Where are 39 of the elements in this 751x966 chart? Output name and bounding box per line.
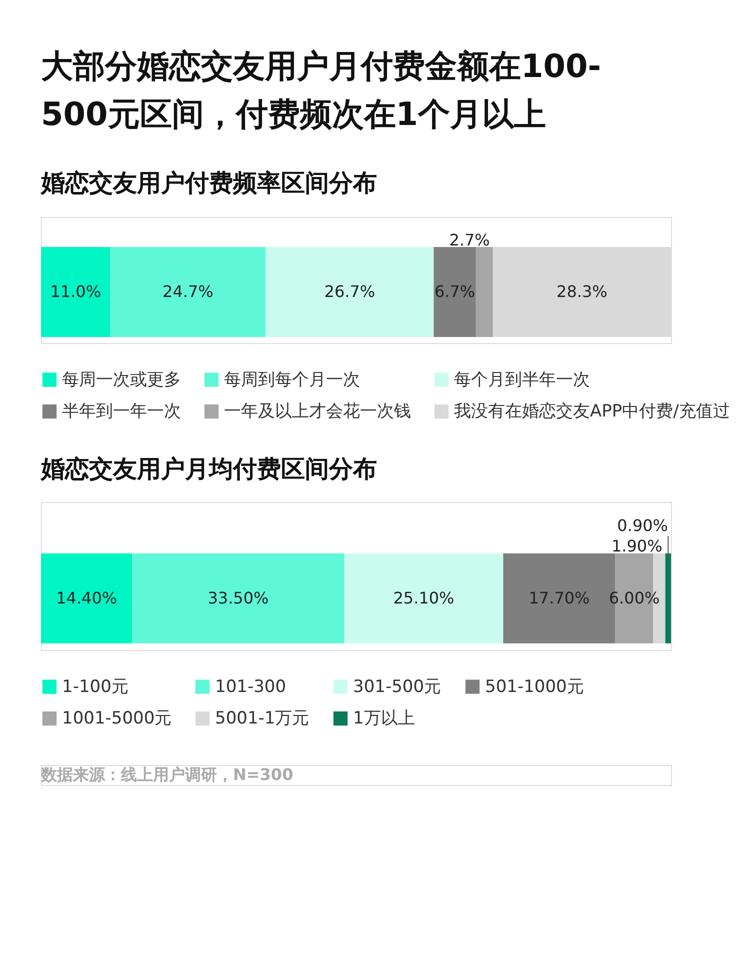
bar — [434, 246, 476, 337]
bar — [110, 246, 266, 337]
data-label: 17.70% — [528, 588, 590, 608]
data-label: 33.50% — [208, 588, 269, 608]
bar — [266, 246, 434, 337]
data-label: 6.00% — [608, 588, 660, 608]
legend-label: 501-1000元 — [485, 676, 584, 697]
legend-label: 101-300 — [215, 676, 286, 697]
legend-label: 半年到一年一次 — [62, 402, 181, 422]
legend-label: 每个月到半年一次 — [454, 370, 590, 390]
bar — [41, 553, 132, 644]
legend-label: 一年及以上才会花一次钱 — [224, 402, 411, 422]
chart-title: 婚恋交友用户月均付费区间分布 — [40, 455, 377, 483]
legend-label: 1万以上 — [353, 708, 415, 728]
bar — [665, 553, 671, 644]
data-label: 26.7% — [324, 282, 376, 301]
data-label: 14.40% — [56, 588, 118, 608]
source-note: 数据来源：线上用户调研，N=300 — [40, 765, 294, 784]
data-label: 24.7% — [162, 282, 214, 301]
legend-label: 我没有在婚恋交友APP中付费/充值过 — [454, 402, 730, 422]
data-label: 28.3% — [556, 282, 608, 301]
data-label: 25.10% — [393, 588, 454, 608]
chart-title: 大部分婚恋交友用户月付费金额在100- 500元区间，付费频次在1个月以上 — [41, 47, 602, 133]
legend-label: 1-100元 — [62, 676, 128, 697]
chart-subtitle: 婚恋交友用户付费频率区间分布 — [40, 169, 377, 197]
bar — [41, 246, 110, 337]
legend-label: 每周到每个月一次 — [224, 370, 360, 390]
bar — [344, 553, 504, 644]
bar — [476, 246, 493, 337]
legend-label: 301-500元 — [353, 676, 442, 697]
legend-label: 1001-5000元 — [62, 708, 172, 728]
bar — [132, 553, 344, 644]
data-label: 11.0% — [50, 282, 102, 301]
data-label: 6.7% — [434, 282, 476, 301]
data-label: 0.90% — [617, 516, 668, 535]
data-label: 1.90% — [611, 536, 662, 556]
legend-label: 5001-1万元 — [215, 708, 310, 728]
legend-label: 每周一次或更多 — [62, 370, 181, 390]
data-label: 2.7% — [449, 230, 490, 250]
